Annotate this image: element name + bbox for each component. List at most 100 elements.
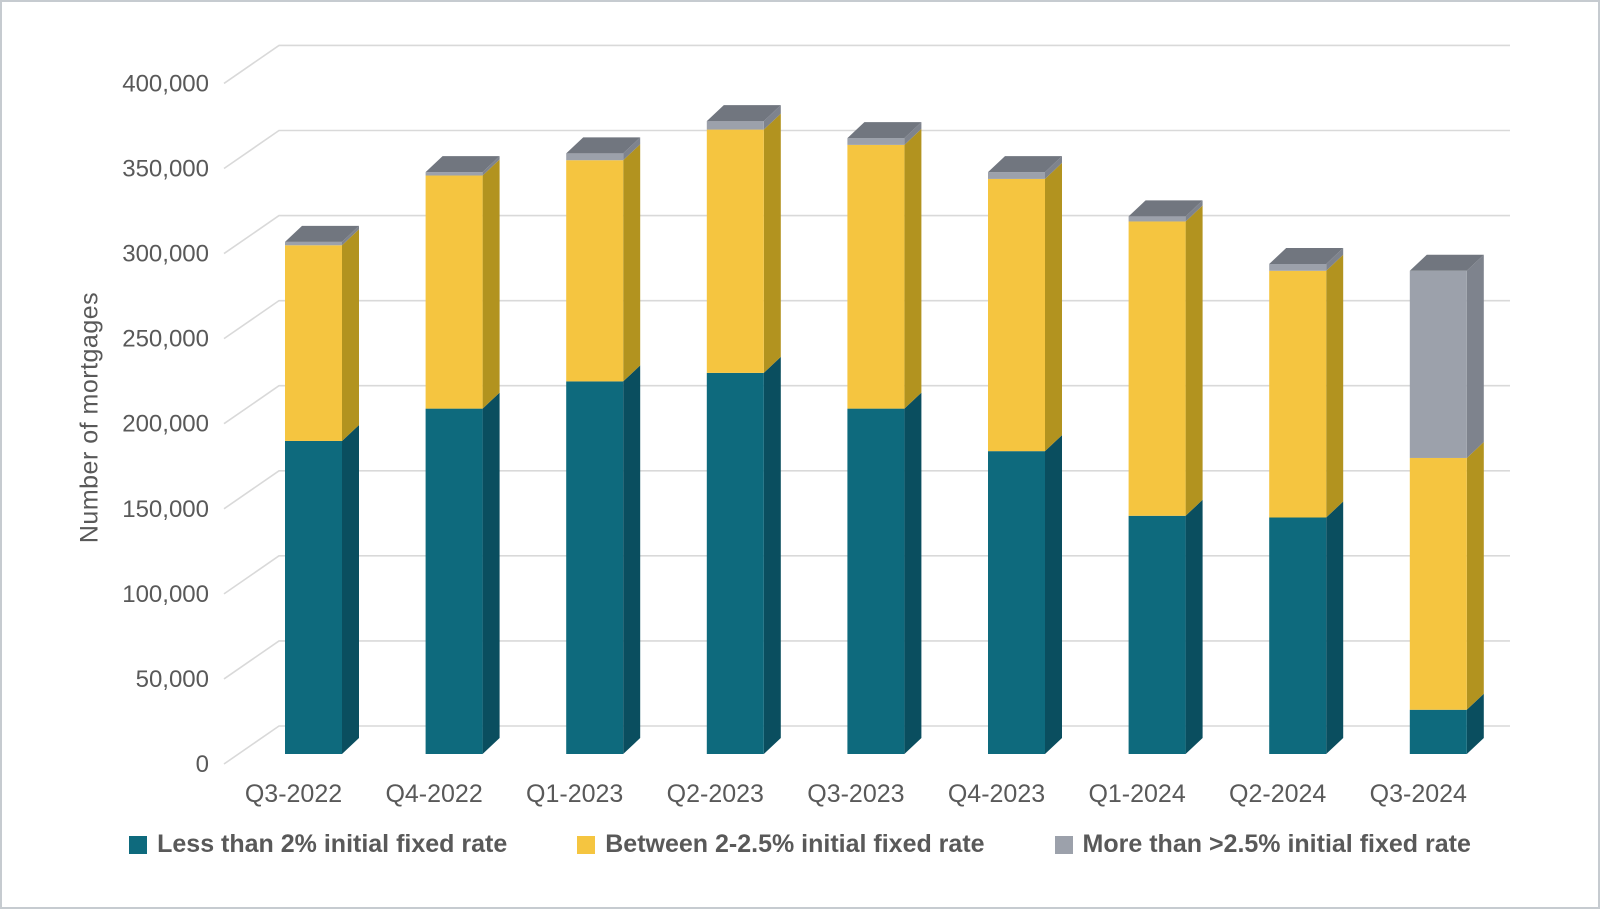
bar-segment-front [1409,709,1467,754]
bar-segment-front [285,241,342,246]
bar-segment-side [482,392,500,754]
bar-segment-front [847,138,905,145]
bar-segment-side [342,225,359,246]
bar-segment-front [988,178,1045,452]
x-axis-label: Q3-2023 [807,780,904,808]
bar-segment-front [1409,457,1467,710]
bar-segment-side [1185,499,1203,754]
gridline [223,555,1510,595]
bar-segment-side [1045,435,1062,754]
bar-top-face [285,225,359,242]
bar-segment-front [1269,270,1327,518]
bar-segment-front [425,172,483,176]
bar-segment-side [482,159,500,409]
y-tick-label: 100,000 [122,581,209,608]
y-tick-label: 0 [196,751,209,778]
x-axis-label: Q2-2024 [1229,780,1326,808]
y-tick-label: 50,000 [136,666,209,693]
legend-item: Less than 2% initial fixed rate [129,830,507,859]
bar-segment-side [1466,693,1484,754]
bar-segment-side [763,113,781,373]
legend-swatch-teal-icon [129,835,148,854]
bar-segment-side [1185,205,1203,516]
legend-label: Less than 2% initial fixed rate [157,830,508,858]
legend-label: More than >2.5% initial fixed rate [1082,830,1471,858]
y-tick-label: 350,000 [122,156,209,183]
bar-segment-front [1128,515,1186,754]
gridline [223,725,1510,765]
y-tick-label: 150,000 [122,496,209,523]
bar-top-face [1409,254,1484,271]
x-axis-label: Q1-2024 [1088,780,1185,808]
bar-segment-front [706,121,764,130]
bar-segment-side [763,105,781,130]
bar-segment-side [1466,254,1484,458]
legend-item: More than >2.5% initial fixed rate [1054,830,1471,859]
bar-segment-side [623,365,641,754]
bar-segment-side [1326,501,1344,754]
gridline [223,214,1510,255]
x-axis-label: Q2-2023 [667,780,764,808]
legend-swatch-gray-icon [1054,835,1073,854]
bar-top-face [847,122,922,139]
bar-segment-side [904,122,922,145]
x-axis-label: Q4-2023 [948,780,1045,808]
bar-segment-front [706,129,764,373]
gridline [223,44,1510,85]
bar-top-face [1128,200,1203,217]
bar-segment-front [988,451,1045,754]
y-tick-label: 200,000 [122,411,209,438]
bar-segment-side [623,144,641,382]
legend: Less than 2% initial fixed rate Between … [2,830,1598,859]
gridline [223,384,1510,425]
bar-segment-front [1409,270,1467,458]
gridline [223,469,1510,510]
bar-segment-side [482,156,500,176]
bar-segment-front [847,408,905,754]
bar-top-face [566,137,641,154]
bar-segment-side [1326,247,1344,271]
bar-segment-front [1269,263,1327,271]
y-tick-label: 400,000 [122,70,209,97]
legend-label: Between 2-2.5% initial fixed rate [605,830,985,858]
bar-segment-side [342,229,359,441]
y-tick-label: 250,000 [122,326,209,353]
x-axis-label: Q4-2022 [385,780,482,808]
bar-segment-front [566,381,624,754]
bar-segment-front [706,372,764,754]
x-axis-label: Q3-2022 [245,780,342,808]
bar-top-face [988,156,1062,173]
bar-segment-front [566,153,624,161]
bar-segment-front [425,175,483,409]
legend-swatch-yellow-icon [577,835,596,854]
bar-segment-side [1185,200,1203,222]
bar-segment-side [904,128,922,409]
bar-segment-side [1045,162,1062,452]
bar-segment-front [847,144,905,409]
bar-top-face [425,156,500,173]
x-axis-label: Q3-2024 [1370,780,1467,808]
bar-segment-side [342,424,359,754]
bar-segment-front [988,172,1045,179]
y-axis-title: Number of mortgages [75,291,104,544]
bar-segment-front [285,245,342,441]
bar-segment-side [623,137,641,161]
bar-segment-front [285,440,342,754]
bar-top-face [1269,247,1344,264]
bar-segment-side [763,356,781,754]
bar-segment-front [425,408,483,754]
gridline [223,299,1510,340]
legend-item: Between 2-2.5% initial fixed rate [577,830,985,859]
bar-segment-side [1326,254,1344,518]
gridline [223,129,1510,170]
bar-segment-front [1128,221,1186,516]
bar-segment-front [1269,517,1327,754]
bar-segment-side [1045,156,1062,179]
gridline [223,640,1510,680]
x-axis-label: Q1-2023 [526,780,623,808]
bar-segment-front [566,160,624,382]
bar-segment-side [904,392,922,754]
y-tick-label: 300,000 [122,241,209,268]
